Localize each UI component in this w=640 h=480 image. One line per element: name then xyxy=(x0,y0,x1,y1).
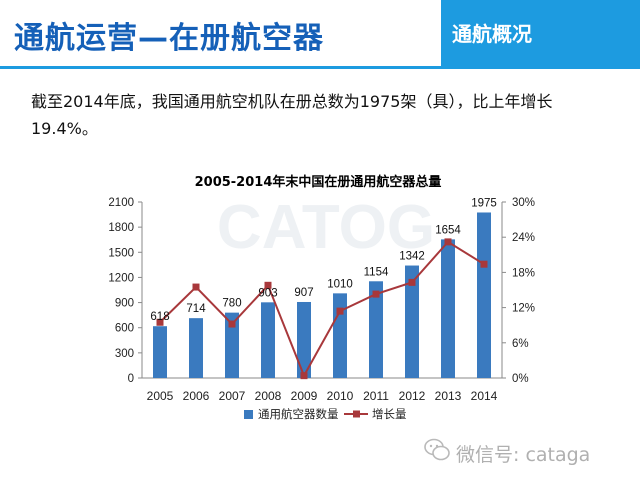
x-tick-label: 2005 xyxy=(147,389,174,403)
bar-aircraft-count xyxy=(477,212,491,378)
bar-aircraft-count xyxy=(297,301,311,378)
y-left-tick-label: 1800 xyxy=(108,222,134,234)
y-right-tick-label: 30% xyxy=(512,197,535,209)
y-left-tick-label: 900 xyxy=(115,298,134,310)
y-left-tick-label: 300 xyxy=(115,348,134,360)
chart-watermark: CATOG xyxy=(217,193,435,262)
chart-title: 2005-2014年末中国在册通用航空器总量 xyxy=(195,174,442,190)
section-tag-label: 通航概况 xyxy=(452,22,532,46)
bar-data-label: 1154 xyxy=(364,266,389,278)
bar-data-label: 1975 xyxy=(471,197,497,209)
x-tick-label: 2014 xyxy=(471,389,498,403)
growth-point xyxy=(372,290,380,298)
y-right-tick-label: 24% xyxy=(512,232,535,244)
wechat-id-text: 微信号: cataga xyxy=(456,444,591,466)
legend-bar-swatch xyxy=(244,410,253,419)
growth-point xyxy=(444,238,452,246)
summary-text: 截至2014年底，我国通用航空机队在册总数为1975架（具），比上年增长19.4… xyxy=(31,92,553,138)
bar-aircraft-count xyxy=(405,265,419,378)
bar-data-label: 903 xyxy=(258,287,277,299)
growth-point xyxy=(336,307,344,315)
legend-line-label: 增长量 xyxy=(372,407,407,421)
bar-data-label: 1654 xyxy=(435,224,461,236)
y-right-tick-label: 12% xyxy=(512,303,535,315)
fleet-chart: CATOG 0 300 600 900 1200 1500 1800 2100 0% 6% 12% 1… xyxy=(108,174,535,421)
bar-data-label: 907 xyxy=(294,287,313,299)
bar-aircraft-count xyxy=(225,312,239,378)
growth-point xyxy=(228,320,236,328)
x-tick-label: 2007 xyxy=(219,389,246,403)
wechat-icon xyxy=(424,438,450,461)
y-right-tick-label: 6% xyxy=(512,338,529,350)
bar-aircraft-count xyxy=(153,326,167,378)
y-right-tick-label: 18% xyxy=(512,267,535,279)
y-right-tick-label: 0% xyxy=(512,373,529,385)
title-divider xyxy=(0,66,640,69)
x-tick-label: 2009 xyxy=(291,389,318,403)
bar-aircraft-count xyxy=(369,281,383,378)
legend-line-marker xyxy=(353,410,360,418)
x-tick-label: 2013 xyxy=(435,389,462,403)
growth-point xyxy=(192,283,200,291)
bar-data-label: 1342 xyxy=(399,251,425,263)
growth-point xyxy=(264,281,272,289)
bar-data-label: 714 xyxy=(186,303,206,315)
section-tag xyxy=(441,0,640,66)
y-left-tick-label: 0 xyxy=(128,373,134,385)
growth-point xyxy=(480,260,488,268)
x-tick-label: 2011 xyxy=(363,389,389,403)
bar-aircraft-count xyxy=(189,318,203,378)
y-left-tick-label: 600 xyxy=(115,323,134,335)
title-bar: 通航运营—在册航空器 xyxy=(0,0,640,66)
page-title: 通航运营—在册航空器 xyxy=(14,21,324,56)
x-tick-label: 2006 xyxy=(183,389,210,403)
wechat-watermark: 微信号: cataga xyxy=(424,436,624,466)
bar-data-label: 618 xyxy=(150,311,169,323)
y-left-tick-label: 1500 xyxy=(108,247,134,259)
y-left-tick-label: 1200 xyxy=(108,272,134,284)
y-left-tick-label: 2100 xyxy=(108,197,134,209)
bar-aircraft-count xyxy=(261,302,275,378)
x-tick-label: 2010 xyxy=(327,389,354,403)
growth-point xyxy=(156,318,164,326)
growth-point xyxy=(408,278,416,286)
legend-bar-label: 通用航空器数量 xyxy=(258,407,339,421)
growth-point xyxy=(300,372,308,380)
bar-aircraft-count xyxy=(333,293,347,378)
x-tick-label: 2008 xyxy=(255,389,282,403)
bar-aircraft-count xyxy=(441,239,455,378)
x-tick-label: 2012 xyxy=(399,389,426,403)
growth-line xyxy=(159,240,485,378)
bar-data-label: 780 xyxy=(222,298,241,310)
bar-data-label: 1010 xyxy=(327,278,353,290)
